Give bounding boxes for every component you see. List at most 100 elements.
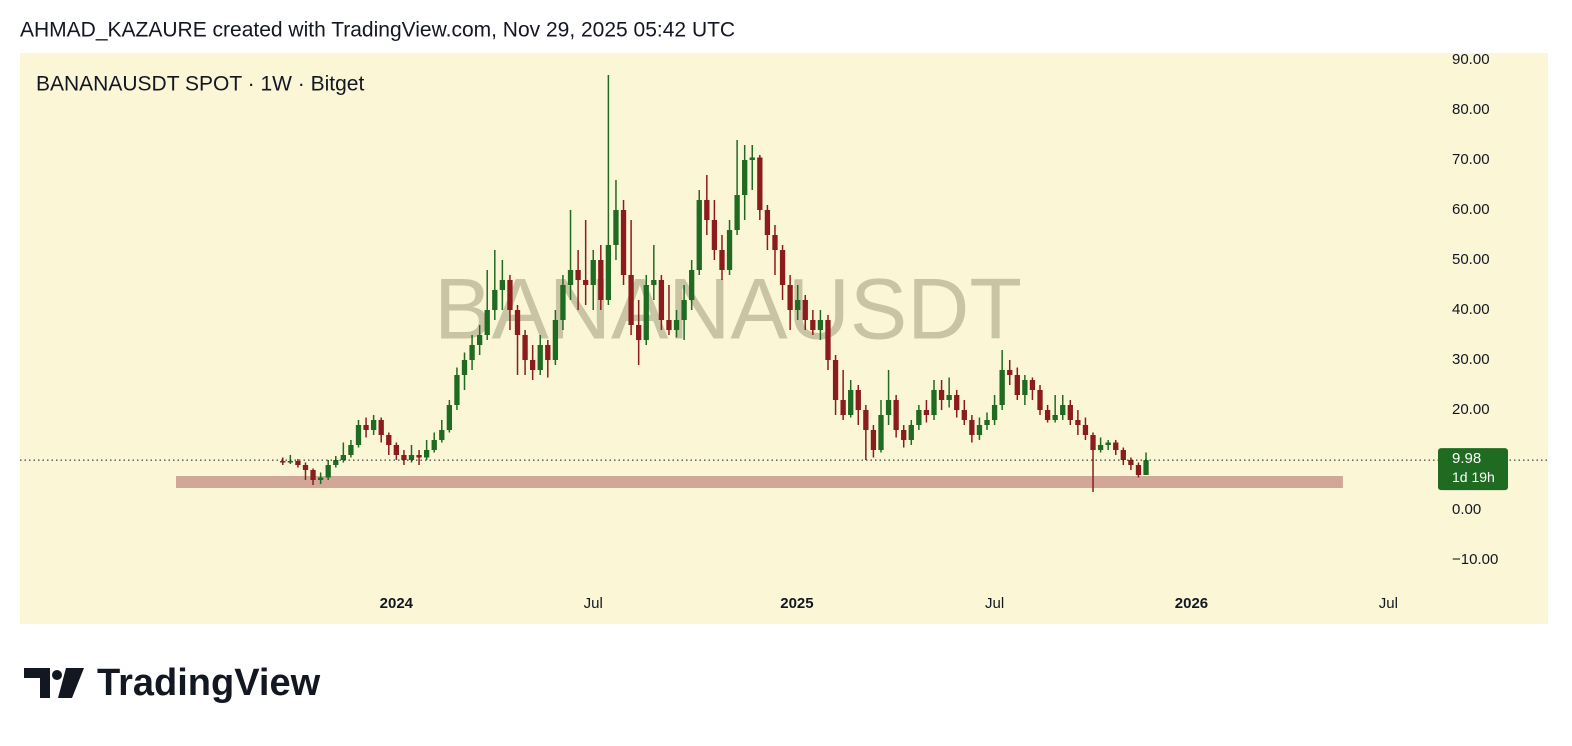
- tradingview-logo: TradingView: [24, 662, 321, 704]
- candle-body: [620, 210, 627, 275]
- candle-body: [817, 320, 824, 330]
- candle-body: [1105, 442, 1111, 445]
- candle-body: [348, 445, 354, 455]
- candle-body: [969, 420, 975, 435]
- candle-body: [893, 400, 899, 430]
- candle-body: [643, 285, 649, 340]
- candle-body: [749, 157, 755, 160]
- candle-body: [1113, 442, 1119, 450]
- candle-body: [946, 395, 952, 400]
- logo-icon: [24, 668, 84, 698]
- candle-body: [666, 320, 672, 330]
- candle-body: [1029, 380, 1036, 390]
- candle-body: [355, 425, 362, 445]
- candle-body: [477, 335, 483, 345]
- candle-body: [795, 300, 801, 310]
- candle-body: [1014, 375, 1020, 395]
- candle-body: [1120, 450, 1126, 460]
- candle-body: [757, 157, 763, 210]
- last-price-box: [1438, 448, 1508, 491]
- candle-body: [726, 230, 733, 270]
- candle-body: [590, 260, 596, 285]
- y-tick-label: 60.00: [1452, 201, 1490, 218]
- candle-body: [810, 320, 816, 330]
- candle-body: [719, 250, 725, 270]
- candle-body: [908, 425, 914, 440]
- x-tick-label: Jul: [985, 595, 1004, 612]
- candle-body: [832, 360, 839, 400]
- candle-body: [560, 285, 566, 320]
- y-tick-label: −10.00: [1452, 551, 1498, 568]
- x-tick-label: Jul: [584, 595, 603, 612]
- x-tick-label: Jul: [1379, 595, 1398, 612]
- candle-body: [1037, 390, 1043, 410]
- candle-body: [484, 310, 490, 335]
- candle-body: [280, 461, 286, 463]
- x-tick-label: 2024: [380, 595, 414, 612]
- candle-body: [302, 465, 309, 470]
- candle-body: [1128, 460, 1134, 465]
- candle-body: [1052, 415, 1058, 420]
- plot: 90.00 80.00 70.00 60.00 50.00 40.00 30.00 20.00…: [20, 51, 1548, 612]
- candle-body: [530, 360, 536, 370]
- candle-body: [393, 445, 400, 455]
- candle-body: [938, 390, 945, 400]
- support-zone: [175, 476, 1343, 488]
- candle-body: [514, 310, 521, 335]
- candle-body: [931, 390, 937, 415]
- candle-body: [507, 280, 513, 310]
- candle-body: [1067, 405, 1073, 420]
- candle-body: [689, 270, 695, 300]
- candle-body: [408, 455, 415, 460]
- candle-body: [287, 461, 293, 463]
- candle-body: [469, 345, 475, 360]
- candle-body: [704, 200, 710, 220]
- last-price-label: 9.98: [1452, 450, 1481, 467]
- candle-body: [961, 410, 967, 420]
- candle-body: [295, 461, 301, 465]
- candle-body: [333, 460, 339, 465]
- candle-body: [1082, 425, 1089, 435]
- candle-body: [734, 195, 740, 230]
- candle-body: [1135, 465, 1142, 475]
- candle-body: [923, 410, 930, 415]
- y-tick-label: 70.00: [1452, 151, 1490, 168]
- candle-body: [696, 200, 702, 270]
- candle-body: [423, 450, 430, 458]
- candle-body: [386, 435, 392, 445]
- candle-body: [999, 370, 1005, 405]
- candle-body: [772, 235, 778, 250]
- candle-body: [984, 420, 990, 425]
- candle-body: [325, 465, 331, 478]
- candle-body: [605, 245, 612, 300]
- candle-body: [855, 390, 861, 410]
- candle-body: [878, 415, 884, 450]
- candle-body: [461, 360, 468, 375]
- candle-body: [567, 270, 574, 285]
- y-tick-label: 30.00: [1452, 351, 1490, 368]
- candle-body: [446, 405, 453, 430]
- brand-name: TradingView: [97, 662, 321, 704]
- y-tick-label: 50.00: [1452, 251, 1490, 268]
- candle-body: [742, 160, 748, 195]
- candle-body: [537, 345, 543, 370]
- candle-body: [787, 285, 793, 310]
- x-tick-label: 2025: [780, 595, 813, 612]
- candle-body: [363, 425, 369, 430]
- x-tick-label: 2026: [1175, 595, 1208, 612]
- y-tick-label: 80.00: [1452, 101, 1490, 118]
- watermark: BANANAUSDT: [434, 262, 1022, 358]
- candle-body: [552, 320, 559, 360]
- bar-countdown: 1d 19h: [1452, 469, 1495, 485]
- candle-body: [863, 410, 869, 430]
- credit-line: AHMAD_KAZAURE created with TradingView.c…: [20, 19, 735, 42]
- candle-body: [658, 280, 665, 320]
- candle-body: [340, 455, 346, 460]
- candle-body: [317, 477, 324, 480]
- candle-body: [378, 420, 384, 435]
- candle-body: [454, 375, 460, 405]
- candle-body: [1090, 435, 1096, 450]
- candle-body: [976, 425, 983, 435]
- candle-body: [885, 400, 892, 415]
